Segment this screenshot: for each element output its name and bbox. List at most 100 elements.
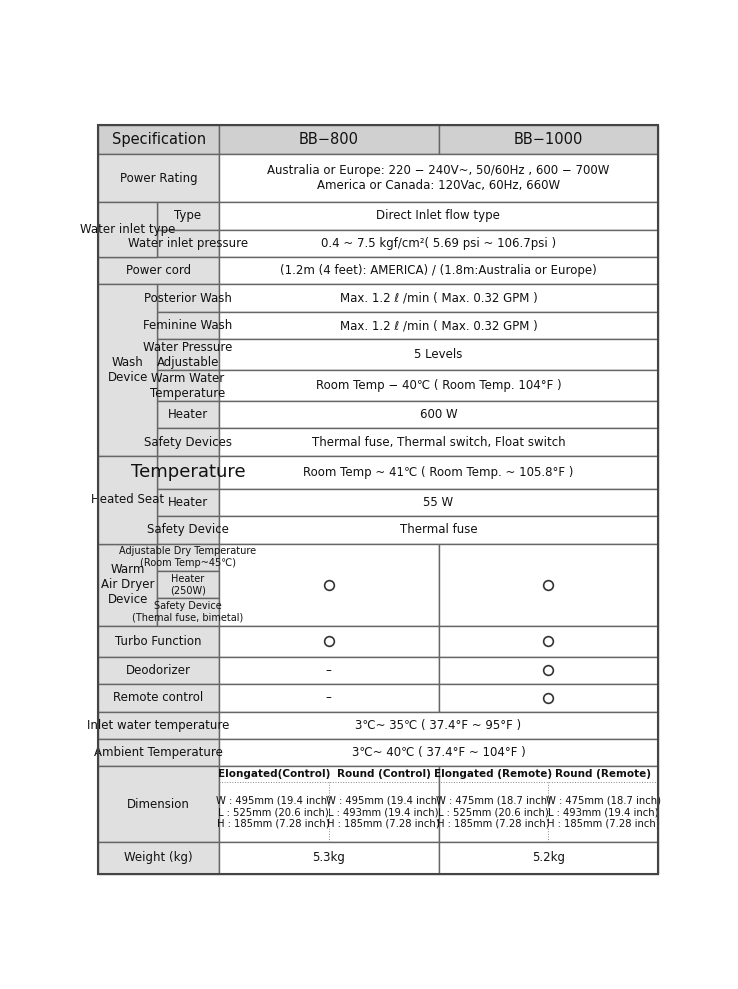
Bar: [218, 428, 658, 456]
Bar: [218, 711, 658, 739]
Text: Room Temp ~ 41℃ ( Room Temp. ~ 105.8°F ): Room Temp ~ 41℃ ( Room Temp. ~ 105.8°F ): [303, 466, 573, 479]
Bar: [218, 339, 658, 370]
Text: Ambient Temperature: Ambient Temperature: [94, 746, 223, 760]
Bar: [157, 285, 218, 312]
Text: 5.2kg: 5.2kg: [532, 852, 565, 864]
Bar: [438, 657, 658, 684]
Bar: [98, 711, 218, 739]
Bar: [218, 401, 658, 428]
Text: Heater: Heater: [168, 408, 208, 421]
Bar: [218, 125, 438, 154]
Bar: [157, 312, 218, 339]
Text: Elongated (Remote): Elongated (Remote): [435, 769, 553, 779]
Bar: [157, 202, 218, 229]
Bar: [98, 544, 157, 626]
Text: Warm Water
Temperature: Warm Water Temperature: [151, 372, 226, 400]
Text: BB−1000: BB−1000: [514, 132, 583, 147]
Text: Max. 1.2 ℓ /min ( Max. 0.32 GPM ): Max. 1.2 ℓ /min ( Max. 0.32 GPM ): [339, 292, 537, 305]
Text: Water inlet type: Water inlet type: [80, 224, 176, 236]
Bar: [98, 842, 218, 874]
Text: Power cord: Power cord: [126, 264, 191, 277]
Text: Direct Inlet flow type: Direct Inlet flow type: [376, 210, 500, 223]
Text: Water Pressure
Adjustable: Water Pressure Adjustable: [143, 340, 232, 369]
Text: Safety Device: Safety Device: [147, 523, 229, 536]
Text: Posterior Wash: Posterior Wash: [144, 292, 232, 305]
Text: Max. 1.2 ℓ /min ( Max. 0.32 GPM ): Max. 1.2 ℓ /min ( Max. 0.32 GPM ): [339, 319, 537, 332]
Bar: [218, 489, 658, 516]
Text: Thermal fuse, Thermal switch, Float switch: Thermal fuse, Thermal switch, Float swit…: [311, 435, 565, 449]
Text: Deodorizer: Deodorizer: [126, 664, 191, 676]
Bar: [218, 766, 438, 842]
Text: Remote control: Remote control: [114, 691, 204, 704]
Bar: [218, 285, 658, 312]
Bar: [218, 229, 658, 257]
Text: Room Temp − 40℃ ( Room Temp. 104°F ): Room Temp − 40℃ ( Room Temp. 104°F ): [316, 379, 561, 392]
Bar: [98, 285, 157, 456]
Text: W : 495mm (19.4 inch)
L : 493mm (19.4 inch)
H : 185mm (7.28 inch): W : 495mm (19.4 inch) L : 493mm (19.4 in…: [326, 795, 441, 829]
Bar: [157, 229, 218, 257]
Bar: [218, 312, 658, 339]
Bar: [438, 125, 658, 154]
Text: Feminine Wash: Feminine Wash: [143, 319, 232, 332]
Bar: [438, 842, 658, 874]
Bar: [98, 154, 218, 202]
Text: Thermal fuse: Thermal fuse: [399, 523, 477, 536]
Bar: [218, 456, 658, 489]
Bar: [98, 257, 218, 285]
Text: 3℃~ 35℃ ( 37.4°F ~ 95°F ): 3℃~ 35℃ ( 37.4°F ~ 95°F ): [355, 719, 522, 732]
Text: Elongated(Control): Elongated(Control): [218, 769, 330, 779]
Bar: [157, 428, 218, 456]
Bar: [98, 626, 218, 657]
Text: Specification: Specification: [111, 132, 206, 147]
Bar: [218, 257, 658, 285]
Text: Wash
Device: Wash Device: [108, 356, 148, 384]
Text: Heated Seat: Heated Seat: [92, 494, 165, 506]
Text: W : 495mm (19.4 inch)
L : 525mm (20.6 inch)
H : 185mm (7.28 inch): W : 495mm (19.4 inch) L : 525mm (20.6 in…: [216, 795, 331, 829]
Text: (1.2m (4 feet): AMERICA) / (1.8m:Australia or Europe): (1.2m (4 feet): AMERICA) / (1.8m:Austral…: [280, 264, 597, 277]
Text: 5.3kg: 5.3kg: [312, 852, 345, 864]
Bar: [218, 544, 438, 626]
Text: Heater
(250W): Heater (250W): [170, 574, 206, 595]
Bar: [98, 739, 218, 766]
Text: 55 W: 55 W: [424, 495, 453, 509]
Text: 3℃~ 40℃ ( 37.4°F ~ 104°F ): 3℃~ 40℃ ( 37.4°F ~ 104°F ): [351, 746, 525, 760]
Bar: [157, 598, 218, 626]
Bar: [438, 544, 658, 626]
Bar: [157, 516, 218, 544]
Bar: [98, 684, 218, 711]
Text: Safety Devices: Safety Devices: [144, 435, 232, 449]
Text: –: –: [325, 691, 331, 704]
Text: W : 475mm (18.7 inch)
L : 525mm (20.6 inch)
H : 185mm (7.28 inch): W : 475mm (18.7 inch) L : 525mm (20.6 in…: [436, 795, 551, 829]
Text: BB−800: BB−800: [299, 132, 359, 147]
Bar: [157, 544, 218, 571]
Bar: [157, 401, 218, 428]
Bar: [218, 739, 658, 766]
Text: 5 Levels: 5 Levels: [414, 348, 463, 361]
Bar: [157, 489, 218, 516]
Text: Power Rating: Power Rating: [120, 172, 197, 185]
Bar: [98, 125, 218, 154]
Bar: [218, 626, 438, 657]
Bar: [98, 456, 157, 544]
Bar: [157, 370, 218, 401]
Text: Safety Device
(Themal fuse, bimetal): Safety Device (Themal fuse, bimetal): [132, 601, 244, 623]
Bar: [438, 684, 658, 711]
Bar: [218, 842, 438, 874]
Bar: [98, 202, 157, 257]
Text: Turbo Function: Turbo Function: [115, 635, 202, 648]
Bar: [438, 626, 658, 657]
Text: W : 475mm (18.7 inch)
L : 493mm (19.4 inch)
H : 185mm (7.28 inch): W : 475mm (18.7 inch) L : 493mm (19.4 in…: [545, 795, 661, 829]
Text: Type: Type: [174, 210, 201, 223]
Bar: [218, 154, 658, 202]
Text: Inlet water temperature: Inlet water temperature: [87, 719, 230, 732]
Bar: [218, 657, 438, 684]
Bar: [157, 456, 218, 489]
Text: –: –: [325, 664, 331, 676]
Bar: [157, 571, 218, 598]
Bar: [218, 370, 658, 401]
Bar: [218, 684, 438, 711]
Text: Round (Control): Round (Control): [337, 769, 430, 779]
Text: Warm
Air Dryer
Device: Warm Air Dryer Device: [101, 563, 154, 606]
Bar: [98, 766, 218, 842]
Text: Weight (kg): Weight (kg): [124, 852, 193, 864]
